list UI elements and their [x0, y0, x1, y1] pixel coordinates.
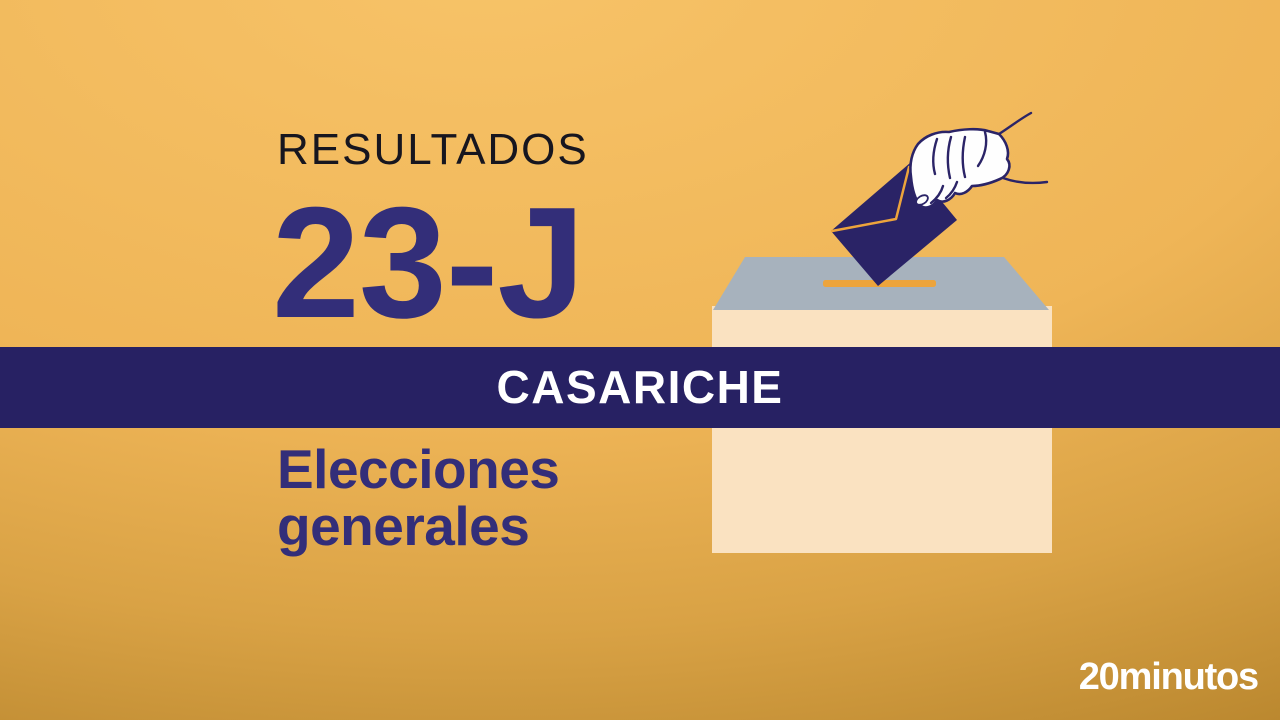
- municipality-name: CASARICHE: [496, 361, 784, 413]
- envelope-flap-line: [830, 165, 911, 233]
- wrist-bottom-line: [1001, 176, 1049, 185]
- wrist-top-line: [997, 111, 1033, 136]
- finger-line: [946, 135, 953, 180]
- election-date-headline: 23-J: [272, 175, 585, 351]
- election-type-subtitle: Elecciones generales: [277, 438, 560, 557]
- thumbnail: [915, 194, 929, 206]
- kicker-label: RESULTADOS: [277, 125, 589, 174]
- municipality-banner: CASARICHE: [0, 347, 1280, 428]
- finger-line: [932, 137, 939, 176]
- finger-line: [961, 135, 967, 179]
- voter-hand-icon: [909, 111, 1049, 209]
- fingertip-line: [929, 184, 945, 205]
- brand-logo: 20minutos: [1078, 656, 1259, 698]
- index-finger-line: [976, 130, 988, 168]
- fingertip-line: [944, 180, 959, 200]
- ballot-box-body: [712, 306, 1052, 553]
